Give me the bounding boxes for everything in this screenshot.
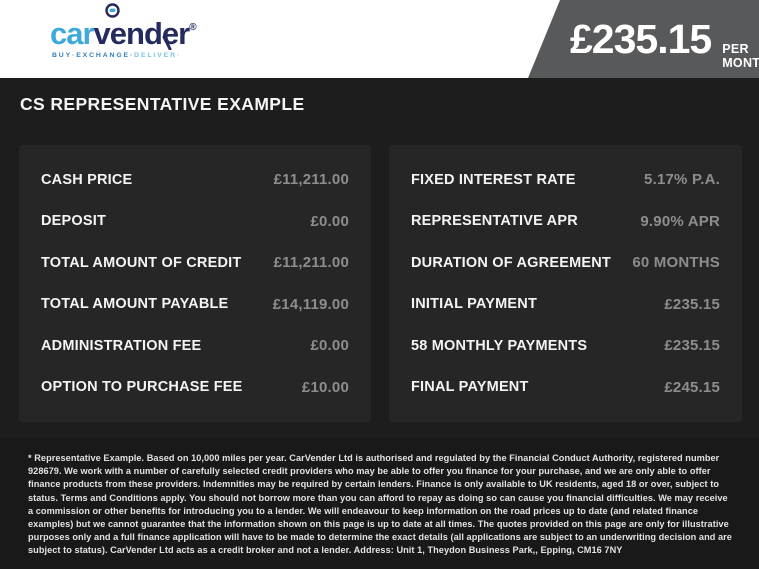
row-value: £0.00	[310, 212, 349, 230]
table-row: DEPOSIT £0.00	[19, 201, 371, 243]
row-label: TOTAL AMOUNT PAYABLE	[41, 296, 229, 313]
row-value: 9.90% APR	[640, 212, 720, 230]
table-row: REPRESENTATIVE APR 9.90% APR	[389, 201, 742, 243]
registered-trademark-icon: ®	[189, 22, 197, 33]
table-row: FINAL PAYMENT £245.15	[389, 367, 742, 409]
monthly-price-amount: £235.15	[570, 16, 712, 62]
disclaimer-text: * Representative Example. Based on 10,00…	[28, 453, 732, 556]
finance-table-left: CASH PRICE £11,211.00 DEPOSIT £0.00 TOTA…	[19, 145, 371, 422]
row-label: OPTION TO PURCHASE FEE	[41, 379, 243, 396]
table-row: 58 MONTHLY PAYMENTS £235.15	[389, 325, 742, 367]
magnifier-car-icon	[105, 3, 120, 18]
page-title: CS REPRESENTATIVE EXAMPLE	[20, 94, 305, 114]
carvender-logo[interactable]: carvender® BUY·EXCHANGE·DELIVER·	[50, 3, 250, 68]
tagline-exchange: EXCHANGE	[76, 52, 130, 59]
row-label: DURATION OF AGREEMENT	[411, 254, 611, 271]
row-label: FIXED INTEREST RATE	[411, 171, 576, 188]
disclaimer-section: * Representative Example. Based on 10,00…	[0, 437, 759, 569]
row-label: TOTAL AMOUNT OF CREDIT	[41, 254, 242, 271]
table-row: FIXED INTEREST RATE 5.17% P.A.	[389, 159, 742, 201]
logo-wordmark: carvender®	[50, 18, 197, 49]
row-value: £245.15	[664, 378, 720, 396]
row-value: 5.17% P.A.	[644, 171, 720, 189]
tagline-buy: BUY	[52, 52, 73, 59]
table-row: INITIAL PAYMENT £235.15	[389, 284, 742, 326]
row-label: INITIAL PAYMENT	[411, 296, 537, 313]
row-value: £0.00	[310, 337, 349, 355]
row-value: 60 MONTHS	[632, 254, 720, 272]
table-row: ADMINISTRATION FEE £0.00	[19, 325, 371, 367]
tagline-separator: ·	[72, 52, 77, 59]
row-value: £235.15	[664, 295, 720, 313]
logo-part-vender: vender	[93, 16, 191, 51]
row-value: £11,211.00	[273, 171, 349, 189]
row-value: £14,119.00	[272, 295, 349, 313]
top-header: carvender® BUY·EXCHANGE·DELIVER· £235.15…	[0, 0, 759, 78]
tagline-separator: ·	[176, 52, 182, 59]
magnifier-handle-icon	[162, 36, 172, 50]
row-value: £235.15	[664, 337, 720, 355]
monthly-price-banner: £235.15 PER MONTH*	[528, 0, 759, 78]
row-label: FINAL PAYMENT	[411, 379, 529, 396]
row-label: DEPOSIT	[41, 213, 107, 230]
row-value: £11,211.00	[273, 254, 349, 272]
table-row: DURATION OF AGREEMENT 60 MONTHS	[389, 242, 742, 284]
table-row: TOTAL AMOUNT OF CREDIT £11,211.00	[19, 242, 371, 284]
logo-part-car: car	[50, 16, 95, 51]
table-row: OPTION TO PURCHASE FEE £10.00	[19, 367, 371, 409]
monthly-price-period: PER MONTH*	[722, 42, 759, 70]
table-row: TOTAL AMOUNT PAYABLE £14,119.00	[19, 284, 371, 326]
row-label: REPRESENTATIVE APR	[411, 213, 578, 230]
tagline-deliver: DELIVER	[134, 52, 177, 59]
row-label: CASH PRICE	[41, 171, 133, 188]
row-value: £10.00	[301, 378, 349, 396]
row-label: ADMINISTRATION FEE	[41, 337, 202, 354]
row-label: 58 MONTHLY PAYMENTS	[411, 337, 588, 354]
tagline-separator: ·	[129, 52, 135, 59]
finance-table-right: FIXED INTEREST RATE 5.17% P.A. REPRESENT…	[389, 145, 742, 422]
logo-tagline: BUY·EXCHANGE·DELIVER·	[52, 52, 181, 59]
table-row: CASH PRICE £11,211.00	[19, 159, 371, 201]
